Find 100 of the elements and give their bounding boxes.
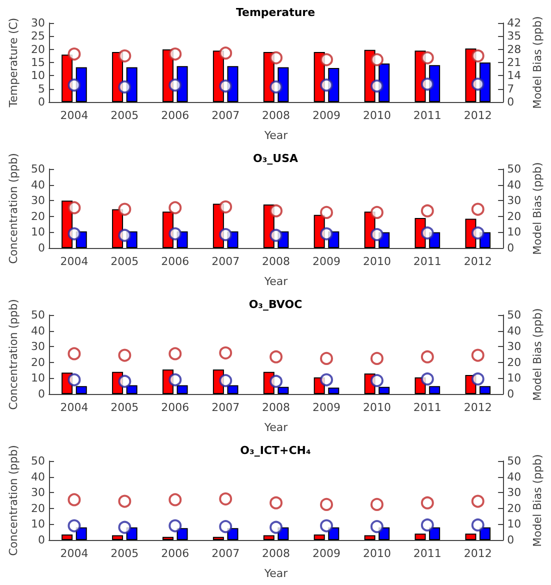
point xyxy=(68,373,81,386)
y-tick-label: 30 xyxy=(31,340,45,354)
point xyxy=(68,347,81,360)
y-tick-label: 10 xyxy=(31,518,45,531)
x-tick-label: 2008 xyxy=(262,401,290,414)
x-tick-label: 2009 xyxy=(312,547,341,560)
bar xyxy=(126,385,138,394)
x-tick-label: 2011 xyxy=(413,547,442,560)
point xyxy=(270,51,283,64)
point xyxy=(68,48,81,61)
point xyxy=(118,494,132,508)
y2-tick-label: 40 xyxy=(507,324,522,338)
x-tick-label: 2012 xyxy=(464,255,492,268)
point xyxy=(320,53,334,66)
point xyxy=(219,492,232,506)
x-axis-title: Year xyxy=(263,421,288,434)
point xyxy=(68,493,81,506)
point xyxy=(270,80,283,94)
point xyxy=(370,228,384,242)
x-tick-label: 2007 xyxy=(212,109,240,122)
y2-tick-label: 14 xyxy=(507,69,522,82)
y2-axis-title: Model Bias (ppb) xyxy=(531,308,544,401)
point xyxy=(370,80,384,93)
point xyxy=(68,227,81,240)
bar xyxy=(480,386,491,394)
y-tick-label: 30 xyxy=(31,194,45,208)
x-tick-label: 2006 xyxy=(161,109,190,122)
point xyxy=(219,374,232,388)
bar xyxy=(112,535,124,540)
bar xyxy=(429,386,440,394)
point xyxy=(320,373,334,386)
point xyxy=(270,520,283,534)
x-tick-label: 2011 xyxy=(413,255,442,268)
x-axis-title: Year xyxy=(263,129,288,142)
x-tick-label: 2008 xyxy=(262,109,290,122)
y-tick-label: 10 xyxy=(31,226,45,239)
x-axis-title: Year xyxy=(263,567,288,580)
point xyxy=(68,201,81,214)
bar xyxy=(364,535,376,540)
point xyxy=(270,496,283,510)
point xyxy=(420,226,434,240)
y2-axis-title: Model Bias (ppb) xyxy=(531,454,544,547)
y2-tick-label: 0 xyxy=(507,388,514,400)
x-tick-label: 2011 xyxy=(413,401,442,414)
point xyxy=(219,520,232,534)
y-tick-label: 40 xyxy=(31,178,45,192)
point xyxy=(420,496,434,510)
y2-axis-title: Model Bias (ppb) xyxy=(531,162,544,255)
point xyxy=(168,201,182,214)
point xyxy=(320,498,334,511)
x-tick-label: 2009 xyxy=(312,401,341,414)
point xyxy=(118,348,132,362)
y-tick-label: 20 xyxy=(31,42,45,56)
point xyxy=(370,498,384,511)
point xyxy=(270,350,283,364)
y-tick-label: 50 xyxy=(31,162,45,176)
point xyxy=(219,200,232,214)
bar xyxy=(480,527,491,540)
point xyxy=(370,53,384,66)
point xyxy=(471,49,484,62)
point xyxy=(270,228,283,242)
y-tick-label: 30 xyxy=(31,16,45,30)
chart-title: Temperature xyxy=(236,6,316,19)
y2-tick-label: 40 xyxy=(507,178,522,192)
y2-tick-label: 10 xyxy=(507,372,522,385)
x-tick-label: 2011 xyxy=(413,109,442,122)
x-tick-label: 2008 xyxy=(262,547,290,560)
chart-title: O₃_USA xyxy=(252,152,298,165)
point xyxy=(420,350,434,364)
point xyxy=(118,520,132,534)
y2-tick-label: 20 xyxy=(507,502,522,515)
x-tick-label: 2012 xyxy=(464,109,492,122)
y-axis-title: Concentration (ppb) xyxy=(7,153,20,264)
point xyxy=(471,494,484,508)
point xyxy=(168,493,182,506)
y-tick-label: 15 xyxy=(31,56,45,69)
x-tick-label: 2005 xyxy=(110,547,139,560)
bar xyxy=(212,536,224,540)
point xyxy=(168,227,182,240)
bar xyxy=(76,527,87,540)
x-tick-label: 2010 xyxy=(362,401,391,414)
x-tick-label: 2008 xyxy=(262,255,290,268)
x-tick-label: 2005 xyxy=(110,401,139,414)
bar xyxy=(378,386,390,394)
point xyxy=(118,49,132,62)
y-tick-label: 50 xyxy=(31,454,45,468)
x-tick-label: 2009 xyxy=(312,109,341,122)
y-tick-label: 50 xyxy=(31,308,45,322)
point xyxy=(118,228,132,242)
point xyxy=(118,202,132,216)
y-tick-label: 0 xyxy=(38,96,45,108)
bar xyxy=(76,386,87,394)
y2-tick-label: 0 xyxy=(507,96,514,108)
y-tick-label: 40 xyxy=(31,324,45,338)
x-tick-label: 2006 xyxy=(161,547,190,560)
point xyxy=(370,352,384,365)
point xyxy=(320,352,334,365)
point xyxy=(471,372,484,386)
y-tick-label: 20 xyxy=(31,502,45,515)
y-tick-label: 0 xyxy=(38,388,45,400)
